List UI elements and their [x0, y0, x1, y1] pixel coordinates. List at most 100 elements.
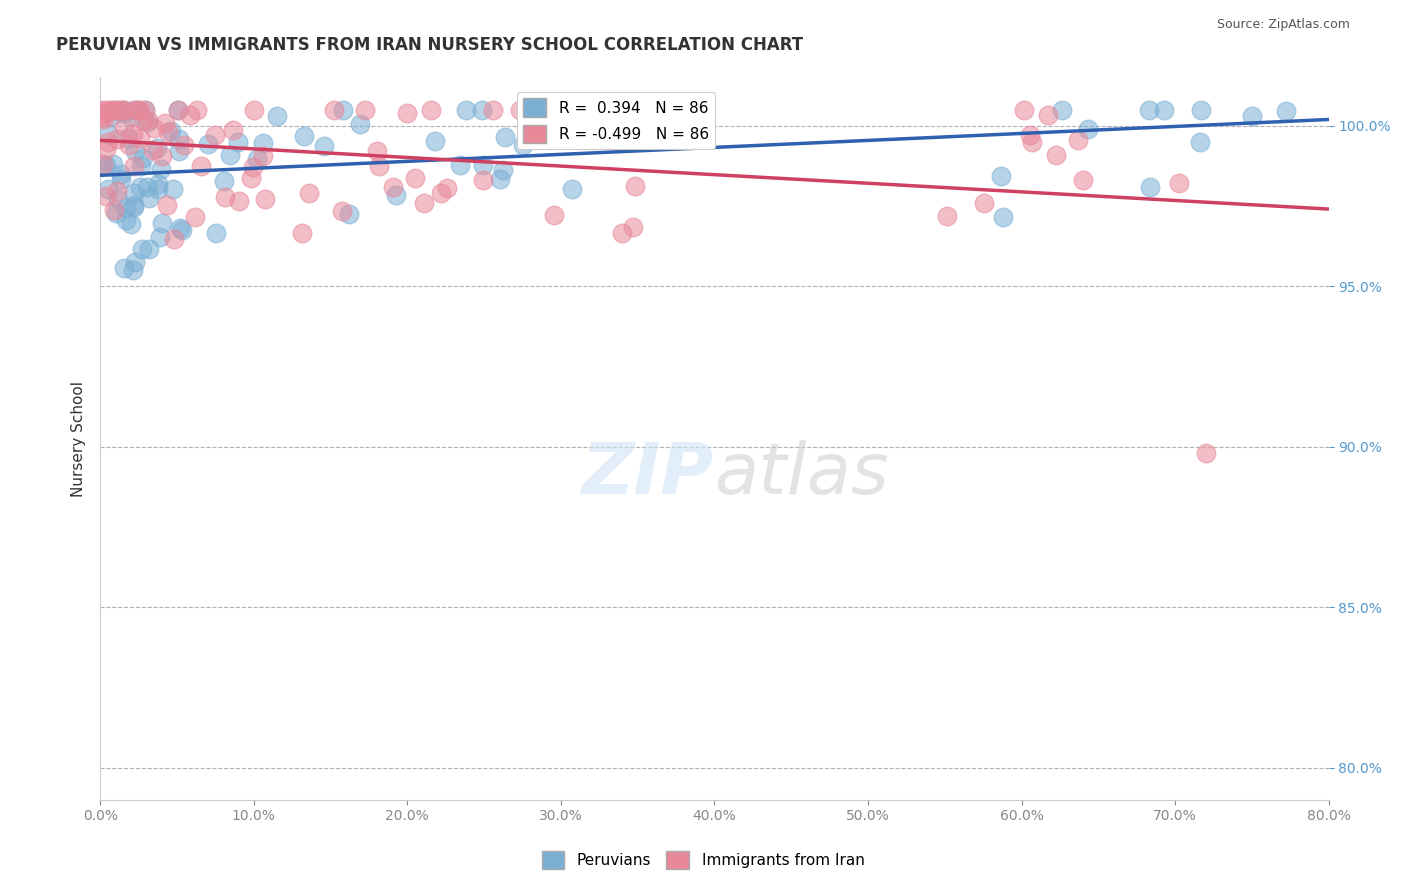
Point [298, 186, 321, 200]
Point [112, 120, 135, 135]
Point [167, 103, 190, 117]
Point [242, 160, 264, 174]
Point [332, 103, 354, 117]
Point [167, 132, 190, 146]
Point [543, 208, 565, 222]
Point [132, 151, 155, 165]
Point [613, 113, 636, 128]
Point [115, 201, 138, 215]
Point [169, 221, 191, 235]
Point [495, 130, 517, 145]
Point [112, 103, 135, 117]
Point [349, 117, 371, 131]
Point [146, 182, 169, 196]
Point [436, 181, 458, 195]
Point [124, 103, 146, 117]
Point [226, 136, 249, 150]
Point [93, 112, 115, 126]
Point [122, 186, 145, 200]
Point [228, 194, 250, 209]
Point [413, 195, 436, 210]
Text: atlas: atlas [714, 441, 889, 509]
Point [489, 172, 512, 186]
Point [136, 113, 159, 128]
Point [146, 141, 169, 155]
Point [91, 157, 114, 171]
Point [561, 182, 583, 196]
Point [135, 180, 157, 194]
Y-axis label: Nursery School: Nursery School [72, 381, 86, 497]
Point [94, 158, 117, 172]
Point [104, 206, 127, 220]
Point [101, 103, 124, 117]
Point [472, 158, 495, 172]
Point [105, 184, 128, 198]
Point [471, 103, 494, 117]
Point [322, 103, 344, 117]
Point [112, 103, 135, 117]
Point [122, 159, 145, 173]
Point [449, 158, 471, 172]
Point [117, 131, 139, 145]
Point [105, 131, 128, 145]
Point [1189, 103, 1212, 117]
Point [115, 213, 138, 227]
Point [366, 145, 388, 159]
Point [623, 179, 645, 194]
Point [96, 189, 118, 203]
Point [973, 195, 995, 210]
Point [404, 171, 426, 186]
Point [184, 211, 207, 225]
Point [160, 124, 183, 138]
Point [543, 130, 565, 145]
Point [330, 203, 353, 218]
Point [141, 143, 163, 157]
Point [429, 186, 451, 201]
Point [110, 171, 132, 186]
Text: PERUVIAN VS IMMIGRANTS FROM IRAN NURSERY SCHOOL CORRELATION CHART: PERUVIAN VS IMMIGRANTS FROM IRAN NURSERY… [56, 36, 803, 54]
Point [105, 103, 128, 117]
Text: ZIP: ZIP [582, 441, 714, 509]
Point [156, 124, 179, 138]
Text: Source: ZipAtlas.com: Source: ZipAtlas.com [1216, 18, 1350, 31]
Point [1019, 128, 1042, 142]
Point [204, 128, 226, 143]
Point [492, 162, 515, 177]
Point [131, 242, 153, 256]
Point [127, 103, 149, 117]
Point [111, 103, 134, 117]
Point [169, 145, 191, 159]
Point [93, 159, 115, 173]
Point [292, 129, 315, 144]
Point [993, 210, 1015, 224]
Point [509, 103, 531, 117]
Point [454, 103, 477, 117]
Point [1067, 133, 1090, 147]
Point [1077, 122, 1099, 136]
Point [212, 173, 235, 187]
Point [129, 159, 152, 173]
Point [110, 167, 132, 181]
Point [124, 254, 146, 268]
Point [367, 159, 389, 173]
Point [382, 179, 405, 194]
Point [1038, 108, 1060, 122]
Point [101, 157, 124, 171]
Point [166, 103, 188, 117]
Point [134, 103, 156, 117]
Point [575, 104, 598, 119]
Point [122, 262, 145, 277]
Point [96, 103, 118, 117]
Point [118, 138, 141, 153]
Point [122, 127, 145, 141]
Point [132, 113, 155, 128]
Point [134, 103, 156, 117]
Point [512, 137, 534, 152]
Point [101, 103, 124, 117]
Point [150, 148, 173, 162]
Point [105, 103, 128, 117]
Point [173, 137, 195, 152]
Point [337, 207, 360, 221]
Point [1139, 179, 1161, 194]
Point [1050, 103, 1073, 117]
